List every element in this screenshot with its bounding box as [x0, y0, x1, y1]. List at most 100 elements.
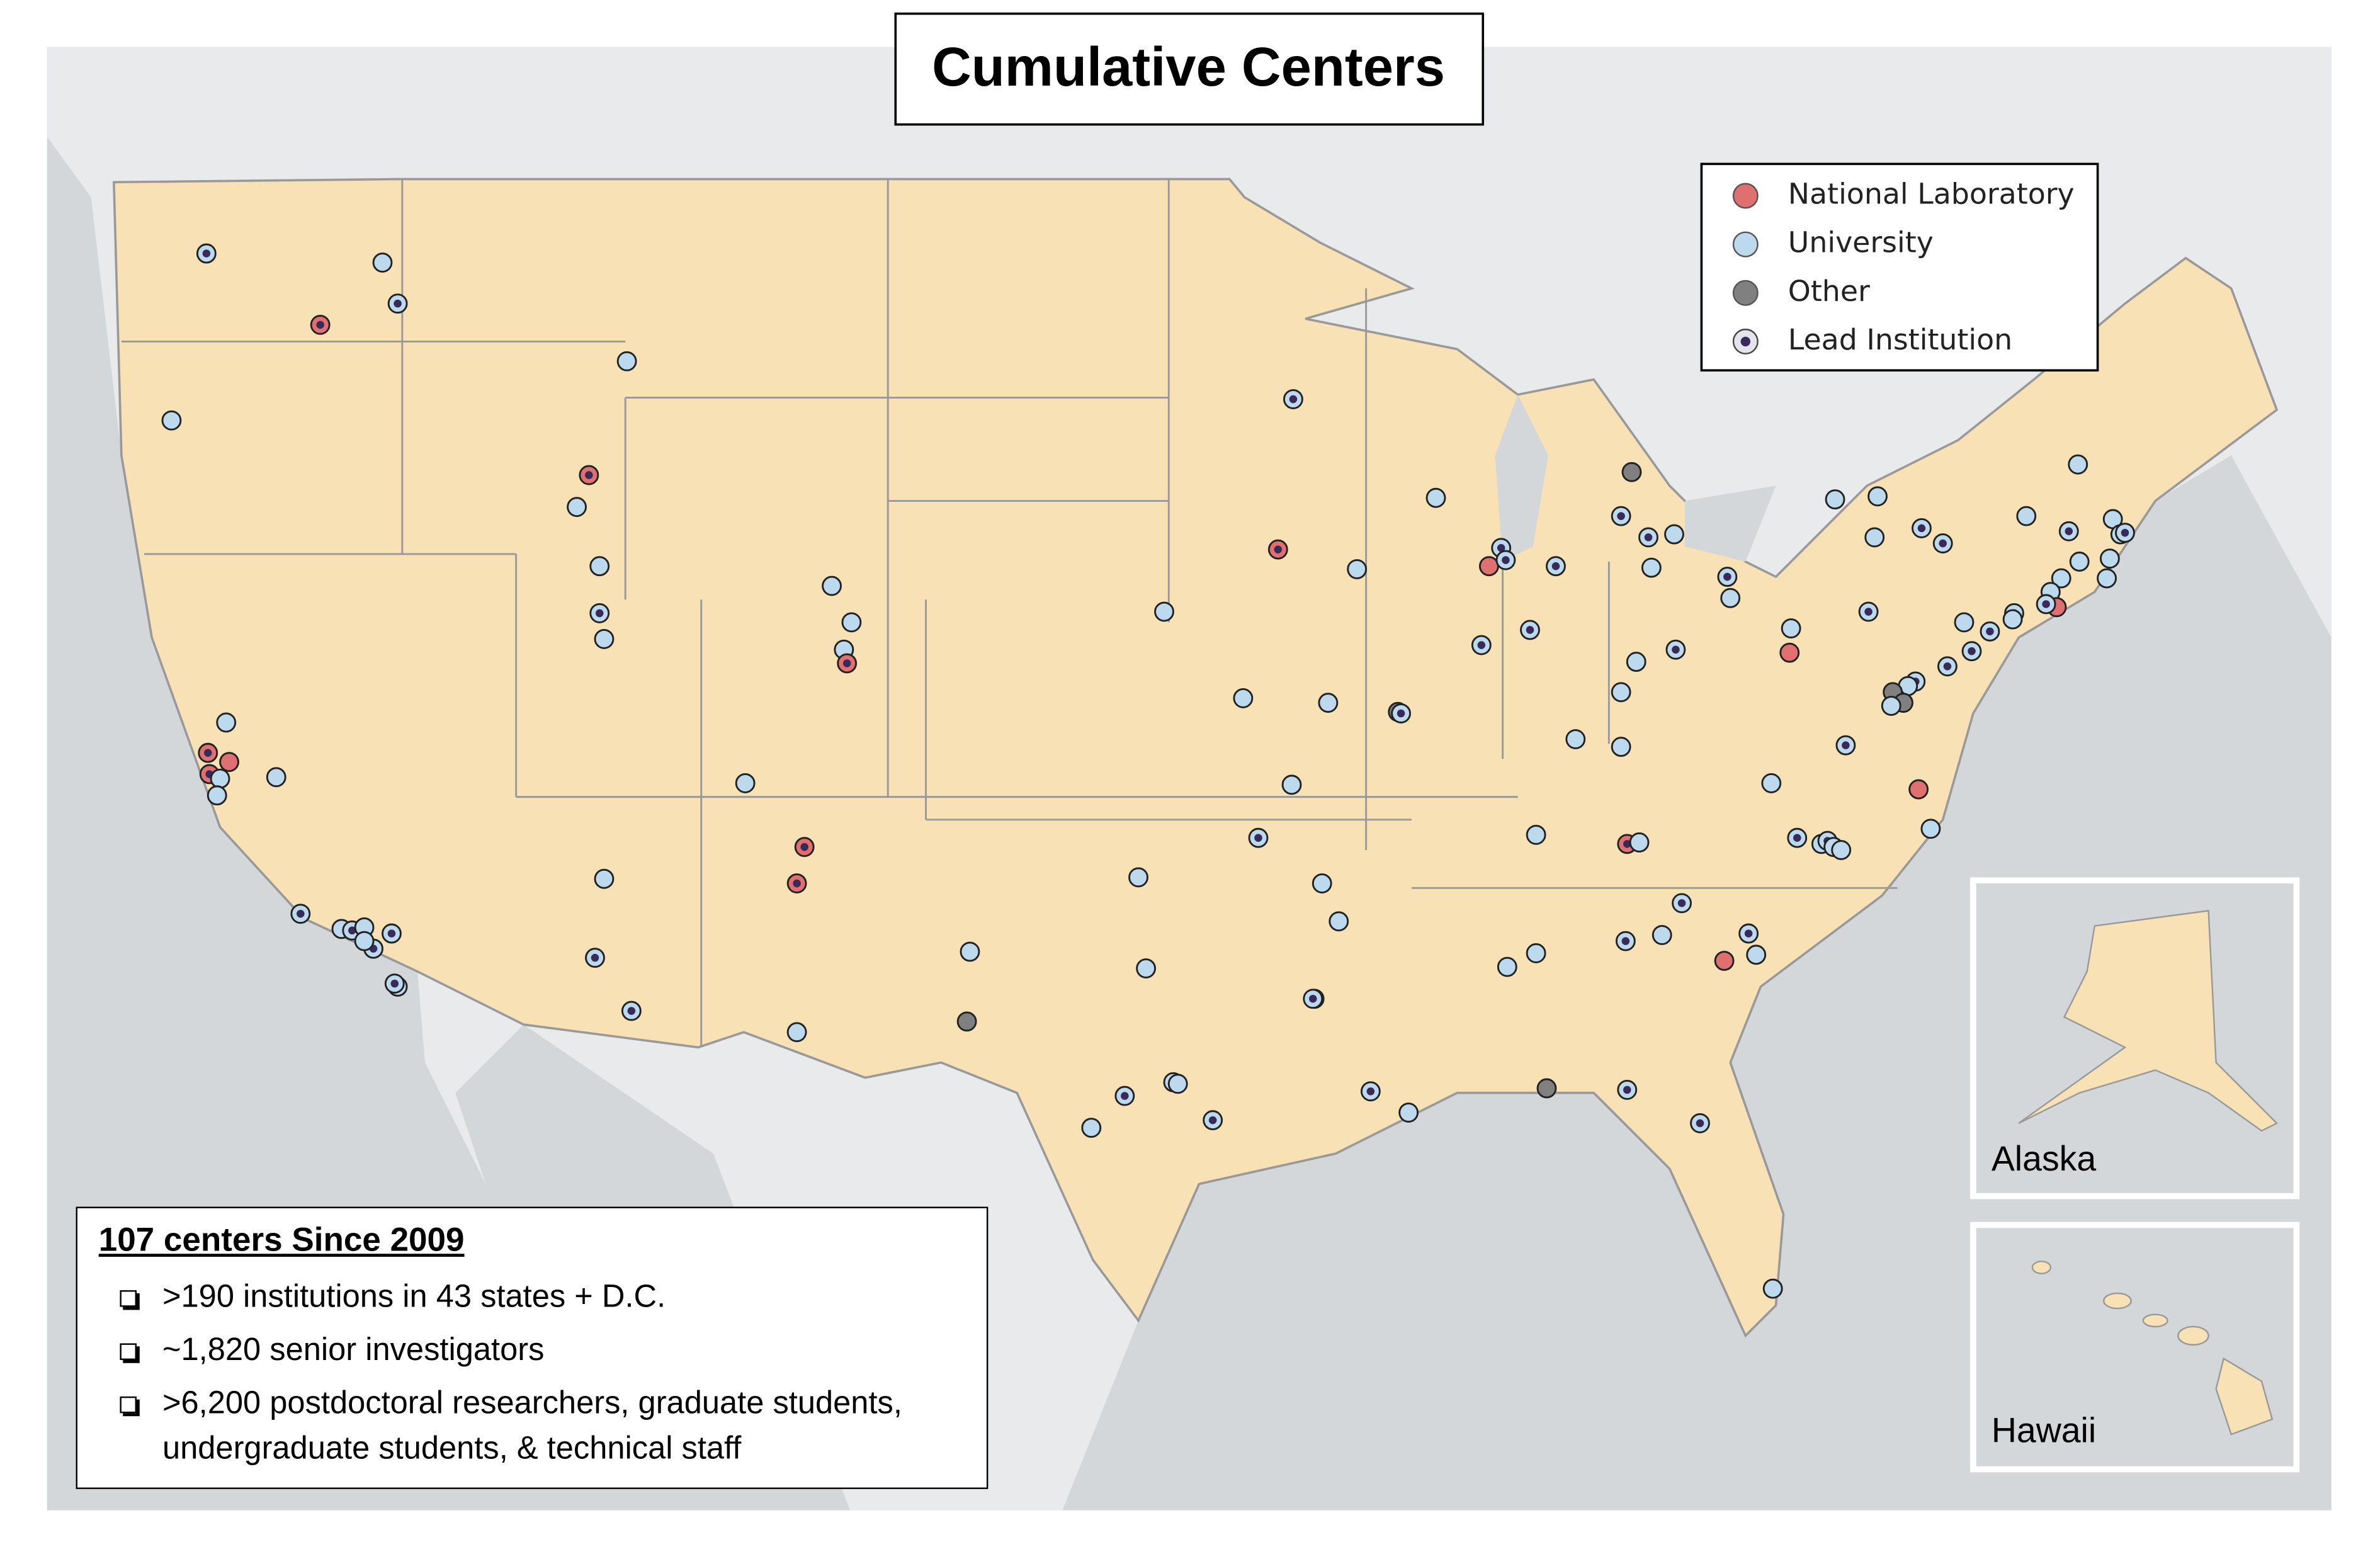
lake-michigan	[1495, 394, 1548, 562]
lead-institution-dot	[1308, 994, 1317, 1003]
institution-marker	[589, 556, 610, 577]
legend-marker	[1732, 183, 1759, 209]
institution-marker	[2068, 454, 2088, 475]
summary-item: >6,200 postdoctoral researchers, graduat…	[99, 1381, 966, 1473]
institution-marker	[2002, 609, 2023, 630]
lead-institution-dot	[1254, 834, 1262, 842]
legend: National Laboratory University Other Lead I…	[1732, 176, 2075, 356]
institution-marker	[1626, 652, 1646, 672]
lead-institution-dot	[1366, 1087, 1375, 1096]
lead-institution-dot	[1968, 647, 1976, 655]
legend-marker	[1732, 280, 1759, 306]
lead-institution-dot	[1696, 1119, 1704, 1128]
title-box	[894, 12, 1485, 126]
institution-marker	[956, 1011, 977, 1032]
legend-label: Other	[1788, 274, 1870, 308]
summary-box: 107 centers Since 2009 >190 institutions…	[76, 1206, 989, 1489]
institution-marker	[207, 785, 227, 806]
institution-marker	[1526, 943, 1546, 963]
institution-marker	[1526, 824, 1546, 845]
us-land	[112, 178, 2279, 1338]
lead-institution-dot	[1623, 840, 1631, 848]
lead-institution-dot	[2042, 600, 2050, 608]
institution-marker	[1478, 556, 1499, 577]
institution-marker	[1167, 1074, 1188, 1094]
inset-label: Hawaii	[1992, 1410, 2096, 1449]
lead-institution-dot	[591, 953, 599, 962]
lead-institution-dot	[1477, 641, 1486, 649]
institution-marker	[594, 868, 615, 889]
institution-marker	[1746, 944, 1767, 965]
institution-marker	[1652, 925, 1672, 945]
institution-marker	[354, 931, 375, 951]
lead-institution-dot	[316, 320, 324, 329]
institution-marker	[2069, 552, 2090, 572]
institution-marker	[1621, 462, 1642, 482]
lead-institution-dot	[202, 249, 211, 258]
lead-institution-dot	[1208, 1116, 1217, 1125]
lead-institution-dot	[1986, 627, 1994, 636]
institution-markers	[161, 243, 2135, 1299]
lead-institution-dot	[390, 979, 399, 988]
summary-item: ~1,820 senior investigators	[99, 1328, 966, 1373]
lead-institution-dot	[1672, 645, 1680, 654]
hawaii-shape	[2031, 1261, 2274, 1436]
institution-marker	[567, 497, 587, 518]
institution-marker	[822, 575, 842, 596]
lead-institution-dot	[1502, 556, 1510, 564]
institution-marker	[1136, 958, 1156, 978]
institution-marker	[735, 773, 756, 793]
institution-marker	[1536, 1078, 1557, 1099]
legend-label: Lead Institution	[1788, 322, 2012, 356]
lead-institution-dot	[793, 879, 801, 888]
legend-marker	[1732, 231, 1759, 258]
lead-institution-dot	[1939, 539, 1947, 548]
lead-institution-dot	[1943, 662, 1952, 671]
legend-box	[1700, 162, 2099, 372]
institution-marker	[1781, 618, 1801, 638]
institution-marker	[1867, 486, 1888, 507]
institution-marker	[2051, 568, 2071, 589]
lead-institution-dot	[627, 1007, 636, 1015]
institution-marker	[219, 752, 239, 773]
institution-marker	[1081, 1118, 1102, 1138]
lead-institution-dot	[1551, 562, 1560, 570]
lead-institution-dot	[1842, 741, 1850, 749]
legend-marker-dot	[1740, 336, 1751, 347]
institution-marker	[960, 941, 980, 962]
institution-marker	[1761, 773, 1782, 793]
lead-institution-dot	[585, 471, 593, 479]
lead-institution-dot	[595, 609, 604, 618]
lead-institution-dot	[1397, 709, 1405, 718]
lead-institution-dot	[1623, 1086, 1631, 1094]
institution-marker	[841, 612, 862, 633]
institution-marker	[266, 767, 286, 788]
institution-marker	[1864, 527, 1885, 548]
institution-marker	[1779, 642, 1800, 663]
institution-marker	[616, 351, 637, 371]
institution-marker	[210, 768, 230, 789]
lead-institution-dot	[1621, 937, 1630, 945]
summary-item: >190 institutions in 43 states + D.C.	[99, 1275, 966, 1320]
summary-list: >190 institutions in 43 states + D.C. ~1…	[99, 1275, 966, 1472]
institution-marker	[1720, 587, 1741, 608]
lead-institution-dot	[1274, 545, 1283, 553]
lead-institution-dot	[1864, 608, 1873, 616]
institution-marker	[1128, 867, 1148, 888]
alaska-shape	[2018, 910, 2279, 1132]
institution-marker	[1329, 911, 1349, 932]
institution-marker	[786, 1022, 807, 1043]
lead-institution-dot	[1289, 395, 1298, 404]
lead-institution-dot	[1723, 572, 1731, 581]
institution-marker	[1762, 1278, 1783, 1299]
lead-institution-dot	[1744, 929, 1753, 938]
institution-marker	[1611, 682, 1631, 703]
legend-label: University	[1788, 225, 1934, 259]
institution-marker	[1154, 601, 1174, 622]
institution-marker	[1954, 612, 1975, 633]
inset-label: Alaska	[1992, 1139, 2097, 1178]
lead-institution-dot	[297, 909, 305, 918]
lead-institution-dot	[1644, 533, 1653, 541]
